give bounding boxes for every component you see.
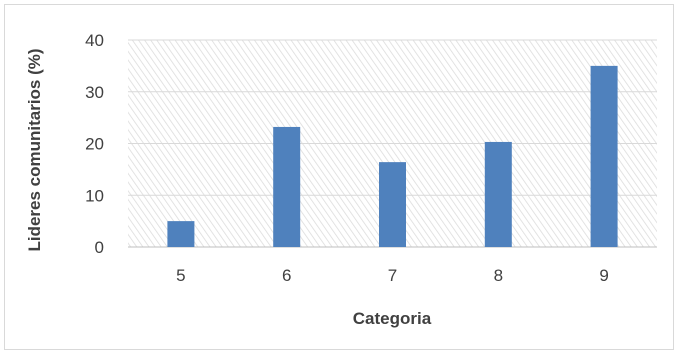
x-tick-label: 5 bbox=[176, 266, 185, 285]
y-axis-ticks: 0 10 20 30 40 bbox=[85, 31, 104, 257]
x-axis-label: Categoria bbox=[353, 309, 432, 328]
bar-category-9 bbox=[590, 65, 618, 247]
x-tick-label: 9 bbox=[599, 266, 608, 285]
y-tick-label: 40 bbox=[85, 31, 104, 50]
y-tick-label: 20 bbox=[85, 135, 104, 154]
x-axis-ticks: 5 6 7 8 9 bbox=[176, 266, 609, 285]
y-tick-label: 10 bbox=[85, 186, 104, 205]
y-tick-label: 0 bbox=[95, 238, 104, 257]
bars bbox=[167, 65, 618, 247]
x-tick-label: 8 bbox=[494, 266, 503, 285]
bar-category-8 bbox=[484, 141, 512, 247]
x-tick-label: 6 bbox=[282, 266, 291, 285]
bar-category-7 bbox=[379, 162, 406, 247]
bar-category-6 bbox=[273, 126, 301, 247]
bar-category-5 bbox=[167, 221, 195, 247]
x-tick-label: 7 bbox=[388, 266, 397, 285]
y-axis-label: Lideres comunitarios (%) bbox=[25, 48, 44, 251]
y-tick-label: 30 bbox=[85, 83, 104, 102]
